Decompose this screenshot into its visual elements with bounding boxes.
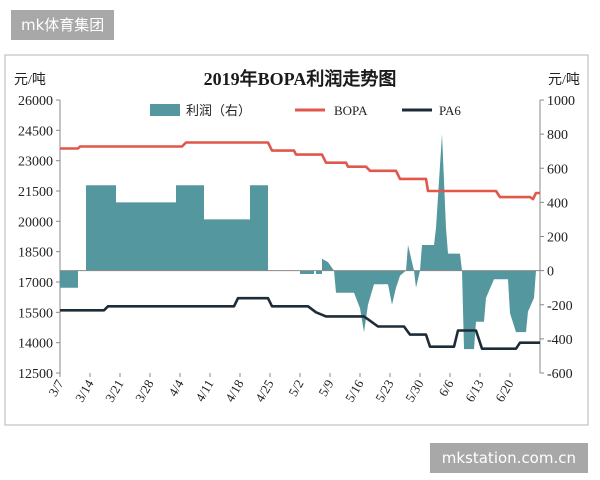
right-tick-label: -200 — [547, 299, 573, 314]
right-tick-label: -400 — [547, 333, 573, 348]
left-tick-label: 23000 — [18, 155, 53, 170]
site-badge: mk体育集团 — [11, 10, 115, 40]
x-tick-label: 4/18 — [222, 377, 247, 405]
x-tick-label: 3/14 — [72, 377, 97, 405]
left-tick-label: 26000 — [18, 94, 53, 109]
left-tick-label: 12500 — [18, 367, 53, 382]
series-pa6-line — [60, 296, 540, 351]
x-tick-label: 5/30 — [402, 377, 427, 405]
right-tick-label: 800 — [547, 128, 568, 143]
chart-border — [4, 54, 589, 426]
x-tick-label: 4/11 — [192, 377, 216, 404]
left-tick-label: 15500 — [18, 306, 53, 321]
x-tick-label: 5/23 — [372, 377, 397, 405]
left-tick-label: 18500 — [18, 246, 53, 261]
right-tick-label: 200 — [547, 231, 568, 246]
x-tick-label: 5/16 — [342, 377, 367, 405]
series-bopa-line — [60, 141, 540, 201]
x-tick-label: 4/4 — [165, 377, 187, 399]
legend-pa6-label: PA6 — [439, 103, 461, 118]
x-tick-label: 3/21 — [102, 377, 127, 405]
x-tick-label: 5/2 — [285, 377, 306, 399]
chart-title: 2019年BOPA利润走势图 — [204, 68, 397, 89]
left-axis-unit: 元/吨 — [14, 72, 46, 88]
x-tick-label: 3/7 — [45, 377, 67, 399]
right-tick-label: -600 — [547, 367, 573, 382]
x-tick-label: 5/9 — [315, 377, 336, 399]
left-tick-label: 17000 — [18, 276, 53, 291]
right-axis-unit: 元/吨 — [548, 72, 580, 88]
right-tick-label: 400 — [547, 196, 568, 211]
legend: 利润（右） BOPA PA6 — [150, 103, 461, 118]
left-tick-label: 20000 — [18, 215, 53, 230]
series-profit-area — [60, 134, 540, 350]
x-tick-label: 3/28 — [132, 377, 157, 405]
right-tick-label: 0 — [547, 265, 554, 280]
x-tick-label: 6/13 — [462, 377, 487, 405]
right-tick-label: 1000 — [547, 94, 575, 109]
site-watermark: mkstation.com.cn — [429, 443, 588, 473]
left-tick-label: 14000 — [18, 337, 53, 352]
legend-bopa-label: BOPA — [334, 103, 368, 118]
x-tick-label: 6/6 — [435, 377, 457, 399]
legend-profit-label: 利润（右） — [186, 103, 251, 118]
x-tick-label: 4/25 — [252, 377, 277, 405]
x-tick-label: 6/20 — [492, 377, 517, 405]
right-tick-label: 600 — [547, 162, 568, 177]
legend-profit-swatch — [150, 104, 180, 116]
left-tick-label: 21500 — [18, 185, 53, 200]
left-tick-label: 24500 — [18, 124, 53, 139]
